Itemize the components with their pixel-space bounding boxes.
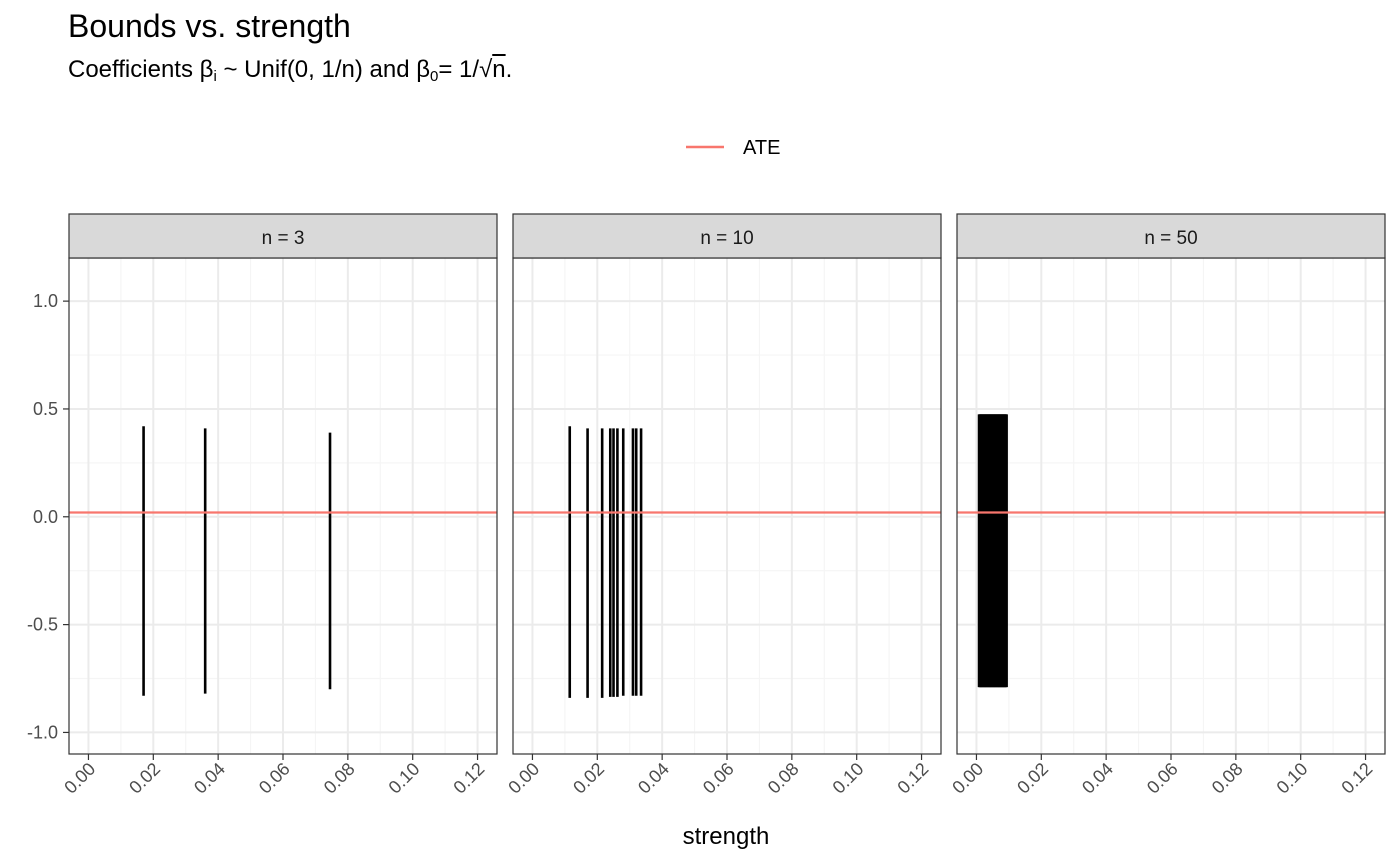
chart-subtitle: Coefficients βi ~ Unif(0, 1/n) and β0= 1…: [68, 56, 512, 84]
y-tick-label: -0.5: [27, 615, 58, 635]
x-tick-label: 0.00: [948, 759, 987, 798]
subtitle-end: .: [505, 56, 513, 83]
y-tick-label: 0.5: [33, 399, 58, 419]
subtitle-sub-i: i: [213, 68, 217, 85]
x-tick-label: 0.12: [893, 759, 932, 798]
x-tick-label: 0.04: [190, 759, 229, 798]
facet-panel-2: n = 10 0.00 0.02 0.04 0.06 0.08 0.10 0.12: [504, 213, 942, 798]
legend: ATE: [686, 137, 780, 159]
facet-panel-3: n = 50 0.00 0.02 0.04 0.06 0.08 0.10 0.12: [948, 213, 1386, 798]
x-tick-label: 0.08: [320, 759, 359, 798]
x-tick-label: 0.08: [764, 759, 803, 798]
x-tick-label: 0.04: [634, 759, 673, 798]
facet-strip: [68, 213, 498, 259]
x-tick-label: 0.00: [504, 759, 543, 798]
x-tick-label: 0.10: [829, 759, 868, 798]
x-tick-label: 0.10: [1273, 759, 1312, 798]
y-tick-label: 0.0: [33, 507, 58, 527]
x-tick-label: 0.10: [385, 759, 424, 798]
x-tick-label: 0.12: [449, 759, 488, 798]
subtitle-sub-0: 0: [430, 68, 439, 85]
facet-strip: [956, 213, 1386, 259]
legend-ate-label: ATE: [743, 137, 780, 159]
x-tick-label: 0.06: [255, 759, 294, 798]
facet-panel-1: n = 3 0.00 0.02 0.04 0.06 0.08 0.10 0.12 1.0 0.5 0…: [27, 213, 498, 798]
chart-title: Bounds vs. strength: [68, 8, 351, 44]
facet-strip-label: n = 3: [262, 228, 305, 249]
facet-strip-label: n = 10: [700, 228, 753, 249]
subtitle-prefix: Coefficients β: [68, 56, 214, 83]
x-tick-label: 0.06: [699, 759, 738, 798]
facet-panels: n = 3 0.00 0.02 0.04 0.06 0.08 0.10 0.12 1.0 0.5 0…: [27, 213, 1386, 798]
facet-strip-label: n = 50: [1144, 228, 1197, 249]
subtitle-middle: ~ Unif(0, 1/n) and β: [216, 56, 431, 83]
x-tick-label: 0.02: [569, 759, 608, 798]
x-tick-label: 0.12: [1337, 759, 1376, 798]
x-tick-label: 0.04: [1078, 759, 1117, 798]
x-axis-title: strength: [683, 823, 770, 850]
x-tick-label: 0.00: [60, 759, 99, 798]
y-tick-label: -1.0: [27, 722, 58, 742]
x-tick-label: 0.06: [1143, 759, 1182, 798]
x-tick-label: 0.02: [1013, 759, 1052, 798]
facet-strip: [512, 213, 942, 259]
x-tick-label: 0.08: [1208, 759, 1247, 798]
x-tick-label: 0.02: [125, 759, 164, 798]
subtitle-sqrt-arg: n: [492, 56, 506, 83]
y-tick-label: 1.0: [33, 291, 58, 311]
subtitle-suffix: = 1/√: [438, 56, 493, 83]
